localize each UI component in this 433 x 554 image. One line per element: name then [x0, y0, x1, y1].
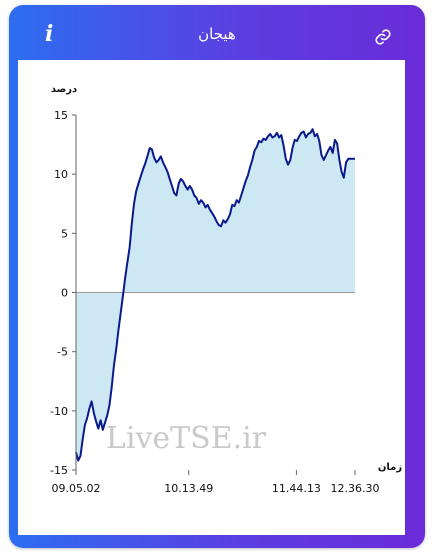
chart-panel: درصد زمان 15 10 5 0 -5 -10 -15 09.05.02 10.13.4… [18, 60, 405, 535]
link-icon[interactable] [374, 28, 392, 46]
y-tick-label: 10 [54, 168, 68, 181]
x-axis: 09.05.02 10.13.49 11.44.13 12.36.30 [52, 470, 380, 495]
y-tick-label: -5 [57, 346, 68, 359]
y-tick-label: 5 [61, 227, 68, 240]
y-tick-label: -15 [50, 464, 68, 477]
page-title: هیجان [198, 25, 236, 43]
watermark: LiveTSE.ir [106, 421, 267, 456]
series-area [76, 129, 355, 461]
x-tick-label: 12.36.30 [331, 482, 380, 495]
x-axis-label: زمان [378, 462, 402, 473]
y-tick-label: -10 [50, 405, 68, 418]
x-tick-label: 10.13.49 [164, 482, 213, 495]
x-tick-label: 09.05.02 [52, 482, 101, 495]
y-axis: 15 10 5 0 -5 -10 -15 [50, 109, 76, 477]
y-tick-label: 0 [61, 287, 68, 300]
y-axis-label: درصد [51, 84, 77, 95]
series-line [75, 128, 355, 462]
emotion-chart: درصد زمان 15 10 5 0 -5 -10 -15 09.05.02 10.13.4… [50, 84, 402, 495]
y-tick-label: 15 [54, 109, 68, 122]
info-icon[interactable]: i [45, 21, 54, 47]
x-tick-label: 11.44.13 [272, 482, 321, 495]
